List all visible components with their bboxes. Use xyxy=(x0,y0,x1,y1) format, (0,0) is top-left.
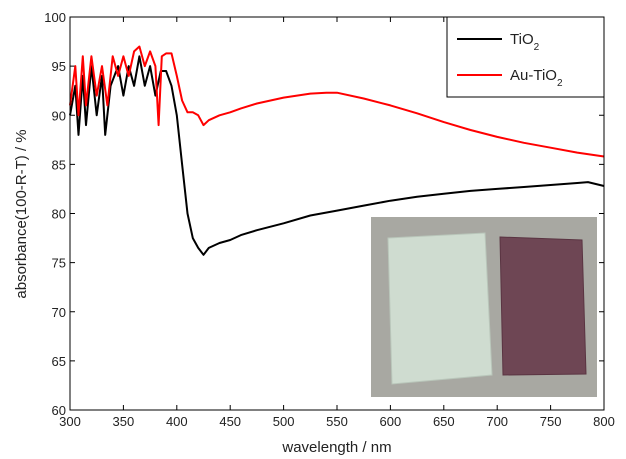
inset-photo xyxy=(371,217,597,397)
photo-au-tio2-sample xyxy=(499,236,587,376)
data-line xyxy=(69,55,605,256)
y-tick-label: 60 xyxy=(52,403,66,418)
y-tick-label: 100 xyxy=(44,10,66,25)
legend-label: TiO2 xyxy=(510,31,540,53)
x-tick-label: 750 xyxy=(540,414,562,429)
y-tick-label: 75 xyxy=(52,256,66,271)
data-line xyxy=(69,45,605,158)
legend-box xyxy=(446,16,605,98)
x-tick-label: 700 xyxy=(486,414,508,429)
x-tick-label: 550 xyxy=(326,414,348,429)
legend: TiO2 Au-TiO2 xyxy=(446,16,605,98)
x-tick-label: 450 xyxy=(219,414,241,429)
x-tick-label: 500 xyxy=(273,414,295,429)
y-tick-label: 95 xyxy=(52,59,66,74)
x-tick-label: 600 xyxy=(380,414,402,429)
photo-tio2-sample xyxy=(387,232,493,385)
x-tick-label: 350 xyxy=(113,414,135,429)
x-tick-label: 800 xyxy=(593,414,615,429)
plot-frame xyxy=(69,16,605,411)
y-tick-label: 65 xyxy=(52,354,66,369)
x-axis-label: wavelength / nm xyxy=(281,439,391,456)
y-tick-label: 70 xyxy=(52,305,66,320)
y-tick-label: 90 xyxy=(52,108,66,123)
legend-label: Au-TiO2 xyxy=(510,67,563,89)
x-tick-label: 400 xyxy=(166,414,188,429)
y-axis-label: absorbance(100-R-T) / % xyxy=(13,129,30,298)
x-tick-label: 300 xyxy=(59,414,81,429)
x-tick-label: 650 xyxy=(433,414,455,429)
y-tick-label: 80 xyxy=(52,207,66,222)
y-tick-label: 85 xyxy=(52,157,66,172)
